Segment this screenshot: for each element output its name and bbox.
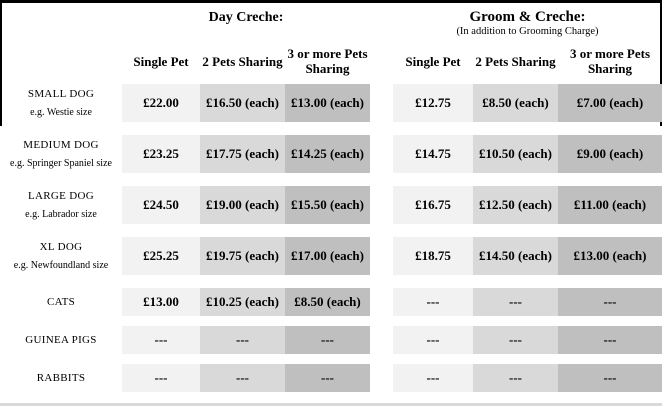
price-cell: £22.00 (122, 84, 200, 122)
price-cell: --- (393, 288, 473, 316)
table-top-border (0, 0, 662, 3)
price-cell: £13.00 (122, 288, 200, 316)
price-cell: £13.00 (each) (285, 84, 370, 122)
column-header-row: Single Pet 2 Pets Sharing 3 or more Pets… (0, 40, 662, 84)
day-creche-title: Day Creche: (208, 10, 284, 25)
price-cell: £8.50 (each) (473, 84, 558, 122)
price-cell: £12.75 (393, 84, 473, 122)
table-row-guinea-pigs: GUINEA PIGS --- --- --- --- --- --- (0, 326, 662, 354)
table-bottom-border (0, 403, 662, 406)
price-cell: --- (558, 288, 662, 316)
row-label-text: LARGE DOG (28, 190, 94, 202)
price-cell: £8.50 (each) (285, 288, 370, 316)
table-left-border (0, 0, 2, 126)
table-row-rabbits: RABBITS --- --- --- --- --- --- (0, 364, 662, 392)
price-cell: £19.00 (each) (200, 186, 285, 224)
table-row-xl-dog: XL DOG e.g. Newfoundland size £25.25 £19… (0, 237, 662, 275)
price-cell: --- (558, 326, 662, 354)
price-cell: --- (473, 288, 558, 316)
price-cell: --- (558, 364, 662, 392)
price-cell: £25.25 (122, 237, 200, 275)
price-cell: £13.00 (each) (558, 237, 662, 275)
price-cell: £10.25 (each) (200, 288, 285, 316)
price-cell: --- (122, 364, 200, 392)
row-sublabel-text: e.g. Springer Spaniel size (10, 158, 112, 169)
row-label-text: RABBITS (36, 372, 86, 384)
row-label-text: MEDIUM DOG (23, 139, 99, 151)
row-sublabel-text: e.g. Newfoundland size (13, 260, 109, 271)
price-cell: --- (473, 364, 558, 392)
price-cell: £7.00 (each) (558, 84, 662, 122)
price-cell: £19.75 (each) (200, 237, 285, 275)
price-cell: £15.50 (each) (285, 186, 370, 224)
price-cell: £14.75 (393, 135, 473, 173)
row-sublabel-text: e.g. Westie size (30, 107, 92, 118)
price-cell: --- (393, 364, 473, 392)
price-cell: --- (122, 326, 200, 354)
column-header-day-single-pet: Single Pet (133, 53, 189, 69)
price-cell: £11.00 (each) (558, 186, 662, 224)
table-row-cats: CATS £13.00 £10.25 (each) £8.50 (each) -… (0, 288, 662, 316)
groom-creche-header: Groom & Creche: (In addition to Grooming… (393, 9, 662, 40)
column-header-groom-single-pet: Single Pet (405, 53, 461, 69)
price-cell: £12.50 (each) (473, 186, 558, 224)
price-cell: --- (200, 364, 285, 392)
price-cell: £17.75 (each) (200, 135, 285, 173)
price-cell: --- (285, 364, 370, 392)
price-cell: £16.75 (393, 186, 473, 224)
column-header-groom-two-pets: 2 Pets Sharing (475, 53, 556, 69)
row-label-rabbits: RABBITS (0, 364, 122, 392)
price-cell: £9.00 (each) (558, 135, 662, 173)
row-label-text: GUINEA PIGS (25, 334, 97, 346)
price-cell: --- (473, 326, 558, 354)
table-row-medium-dog: MEDIUM DOG e.g. Springer Spaniel size £2… (0, 135, 662, 173)
price-cell: £16.50 (each) (200, 84, 285, 122)
table-row-small-dog: SMALL DOG e.g. Westie size £22.00 £16.50… (0, 84, 662, 122)
groom-creche-subtitle: (In addition to Grooming Charge) (456, 25, 599, 37)
column-header-day-two-pets: 2 Pets Sharing (202, 53, 283, 69)
row-sublabel-text: e.g. Labrador size (25, 209, 97, 220)
row-label-small-dog: SMALL DOG e.g. Westie size (0, 84, 122, 122)
pricing-table: Day Creche: Groom & Creche: (In addition… (0, 3, 662, 402)
column-header-groom-three-plus: 3 or more Pets Sharing (569, 46, 651, 76)
price-cell: --- (393, 326, 473, 354)
column-header-day-three-plus: 3 or more Pets Sharing (287, 46, 368, 76)
row-label-cats: CATS (0, 288, 122, 316)
groom-creche-title: Groom & Creche: (469, 9, 586, 25)
price-cell: £18.75 (393, 237, 473, 275)
price-cell: £17.00 (each) (285, 237, 370, 275)
price-cell: --- (285, 326, 370, 354)
row-label-medium-dog: MEDIUM DOG e.g. Springer Spaniel size (0, 135, 122, 173)
row-label-text: SMALL DOG (27, 88, 95, 100)
group-titles-row: Day Creche: Groom & Creche: (In addition… (0, 3, 662, 40)
price-cell: £23.25 (122, 135, 200, 173)
price-cell: £14.50 (each) (473, 237, 558, 275)
price-cell: £24.50 (122, 186, 200, 224)
row-label-text: CATS (46, 296, 76, 308)
table-row-large-dog: LARGE DOG e.g. Labrador size £24.50 £19.… (0, 186, 662, 224)
price-cell: --- (200, 326, 285, 354)
row-label-xl-dog: XL DOG e.g. Newfoundland size (0, 237, 122, 275)
price-cell: £14.25 (each) (285, 135, 370, 173)
row-label-text: XL DOG (39, 241, 83, 253)
price-cell: £10.50 (each) (473, 135, 558, 173)
row-label-large-dog: LARGE DOG e.g. Labrador size (0, 186, 122, 224)
row-label-guinea-pigs: GUINEA PIGS (0, 326, 122, 354)
table-right-border (660, 0, 662, 126)
